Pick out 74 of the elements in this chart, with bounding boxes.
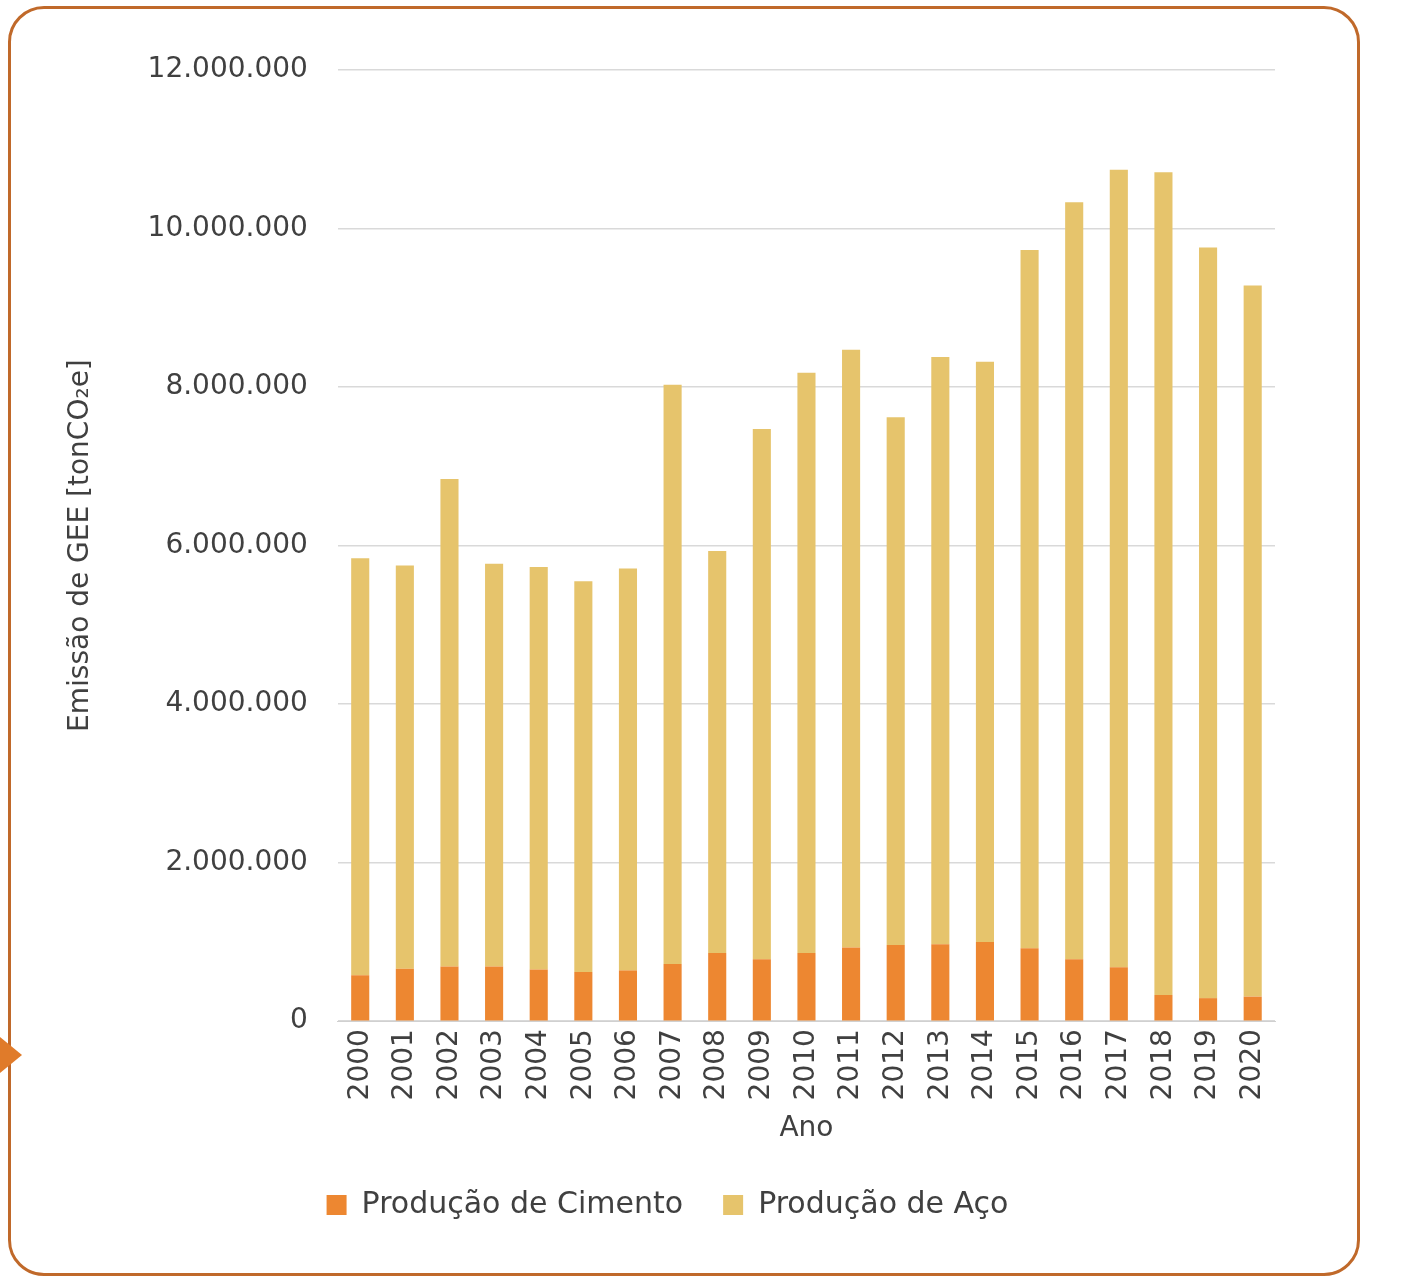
bar	[797, 372, 816, 953]
y-tick-label: 10.000.000	[147, 209, 308, 243]
x-tick-label: 2006	[609, 1029, 643, 1101]
bar	[1065, 959, 1084, 1021]
x-tick-label: 2020	[1233, 1029, 1267, 1101]
bar	[886, 417, 905, 946]
x-tick-label: 2002	[430, 1029, 464, 1101]
bar	[663, 964, 682, 1021]
x-tick-label: 2000	[341, 1029, 375, 1101]
bar	[1154, 172, 1173, 995]
bar	[395, 565, 414, 969]
bar	[1154, 994, 1173, 1021]
bar	[529, 566, 548, 970]
bar	[1020, 249, 1039, 949]
bar	[485, 966, 504, 1021]
bar	[351, 558, 370, 976]
bar	[440, 966, 459, 1021]
bar	[886, 945, 905, 1021]
bar	[1065, 202, 1084, 960]
x-tick-label: 2007	[653, 1029, 687, 1101]
legend-label: Produção de Cimento	[361, 1184, 684, 1220]
x-tick-label: 2016	[1055, 1029, 1089, 1101]
x-tick-label: 2011	[832, 1029, 866, 1101]
y-axis-title: Emissão de GEE [tonCO₂e]	[62, 359, 96, 732]
x-tick-label: 2010	[787, 1029, 821, 1101]
bar	[529, 969, 548, 1021]
y-tick-label: 6.000.000	[165, 526, 308, 560]
bar	[1109, 169, 1128, 968]
bar	[618, 970, 638, 1021]
bar	[708, 952, 727, 1021]
x-tick-label: 2003	[475, 1029, 509, 1101]
bar	[1199, 247, 1218, 999]
bar	[931, 356, 950, 945]
bar	[574, 581, 593, 972]
x-tick-label: 2017	[1100, 1029, 1134, 1101]
y-tick-label: 12.000.000	[147, 51, 308, 85]
y-tick-label: 0	[290, 1002, 308, 1036]
y-tick-label: 4.000.000	[165, 685, 308, 719]
x-tick-label: 2013	[921, 1029, 955, 1101]
bar	[797, 952, 816, 1021]
x-tick-label: 2019	[1189, 1029, 1223, 1101]
x-tick-label: 2009	[743, 1029, 777, 1101]
bar	[1243, 996, 1262, 1021]
bar	[931, 944, 950, 1021]
bar	[1109, 967, 1128, 1021]
x-tick-label: 2008	[698, 1029, 732, 1101]
bar	[395, 968, 414, 1021]
y-tick-label: 8.000.000	[165, 368, 308, 402]
bar	[752, 959, 771, 1021]
bar	[975, 361, 994, 942]
bar	[1243, 285, 1262, 997]
x-tick-label: 2014	[966, 1029, 1000, 1101]
x-axis-title: Ano	[779, 1110, 834, 1144]
bar	[842, 947, 861, 1021]
bar	[663, 384, 682, 965]
x-tick-label: 2015	[1010, 1029, 1044, 1101]
bar	[574, 972, 593, 1021]
bar	[1199, 998, 1218, 1021]
bar	[752, 429, 771, 960]
bar	[1020, 948, 1039, 1021]
bar	[842, 349, 861, 948]
x-tick-label: 2001	[386, 1029, 420, 1101]
bar	[485, 563, 504, 967]
x-tick-label: 2004	[520, 1029, 553, 1101]
bar	[618, 568, 638, 971]
bar	[708, 551, 727, 953]
bar	[351, 975, 370, 1021]
x-tick-label: 2012	[876, 1029, 910, 1101]
x-tick-label: 2018	[1144, 1029, 1178, 1101]
y-tick-label: 2.000.000	[165, 843, 308, 877]
bar	[975, 941, 994, 1021]
x-tick-label: 2005	[564, 1029, 598, 1101]
legend-label: Produção de Aço	[758, 1184, 1009, 1220]
bar	[440, 478, 459, 967]
